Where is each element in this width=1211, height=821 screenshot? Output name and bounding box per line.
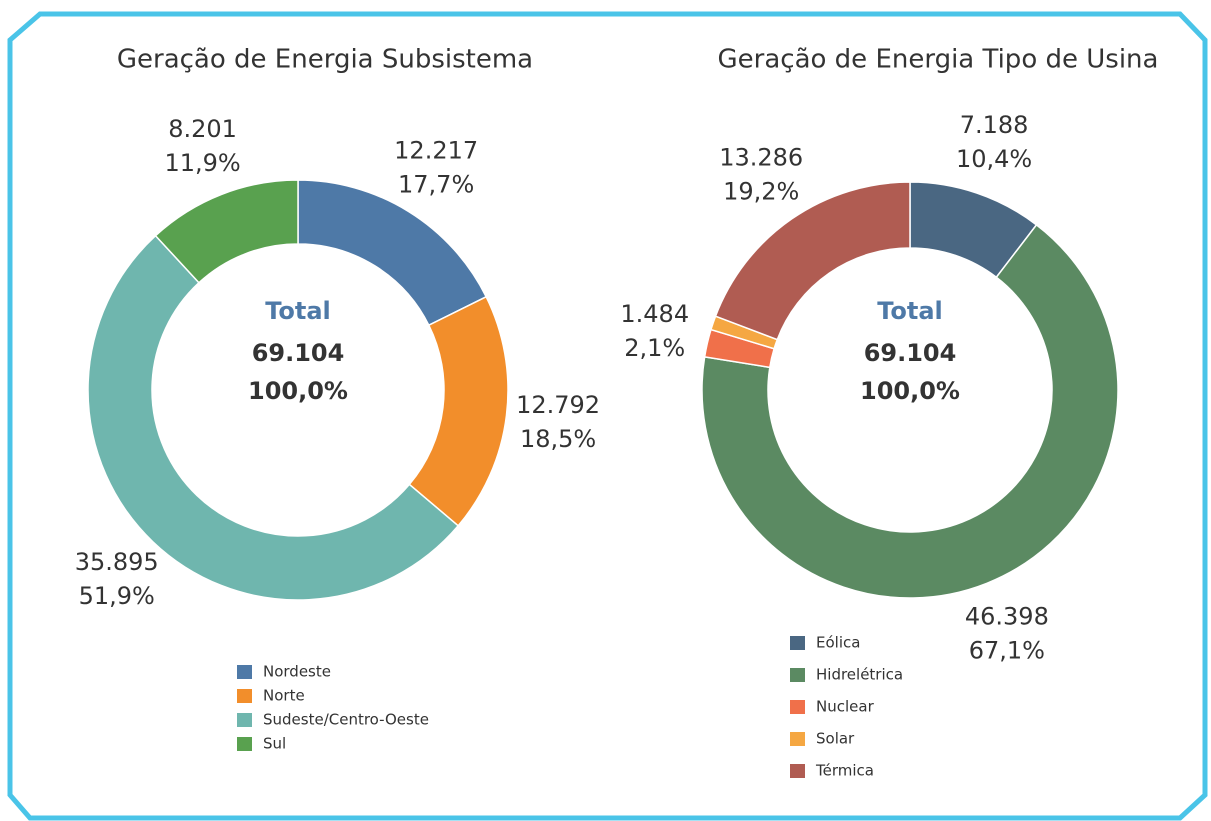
legend-swatch bbox=[790, 764, 805, 778]
legend-swatch bbox=[237, 665, 252, 679]
slice bbox=[714, 181, 911, 341]
value-label: 8.201 bbox=[168, 115, 237, 143]
value-label: 7.188 bbox=[960, 111, 1029, 139]
percent-label: 10,4% bbox=[956, 145, 1032, 173]
legend-label: Eólica bbox=[816, 634, 860, 652]
legend-label: Nuclear bbox=[816, 698, 875, 716]
legend-label: Sudeste/Centro-Oeste bbox=[263, 711, 429, 729]
center-percent: 100,0% bbox=[248, 377, 348, 405]
value-label: 13.286 bbox=[719, 143, 803, 171]
value-label: 12.792 bbox=[516, 391, 600, 419]
legend-label: Solar bbox=[816, 730, 855, 748]
percent-label: 18,5% bbox=[520, 425, 596, 453]
center-title: Total bbox=[265, 297, 331, 325]
legend-swatch bbox=[237, 737, 252, 751]
legend-swatch bbox=[790, 636, 805, 650]
legend-label: Térmica bbox=[815, 762, 874, 780]
legend-swatch bbox=[237, 689, 252, 703]
chart-title: Geração de Energia Tipo de Usina bbox=[718, 45, 1159, 75]
value-label: 35.895 bbox=[75, 548, 159, 576]
legend-swatch bbox=[790, 668, 805, 682]
legend-swatch bbox=[790, 700, 805, 714]
percent-label: 19,2% bbox=[723, 177, 799, 205]
center-total: 69.104 bbox=[864, 339, 957, 367]
legend-label: Sul bbox=[263, 735, 286, 753]
value-label: 1.484 bbox=[620, 300, 689, 328]
center-title: Total bbox=[877, 297, 943, 325]
center-percent: 100,0% bbox=[860, 377, 960, 405]
slice bbox=[701, 223, 1119, 599]
percent-label: 51,9% bbox=[79, 582, 155, 610]
legend-swatch bbox=[237, 713, 252, 727]
legend-label: Hidrelétrica bbox=[816, 666, 903, 684]
percent-label: 17,7% bbox=[398, 170, 474, 198]
percent-label: 2,1% bbox=[624, 334, 685, 362]
slice bbox=[154, 179, 299, 284]
legend-swatch bbox=[790, 732, 805, 746]
value-label: 46.398 bbox=[965, 602, 1049, 630]
frame bbox=[7, 11, 1208, 821]
legend-label: Nordeste bbox=[263, 663, 331, 681]
slice bbox=[87, 234, 460, 601]
value-label: 12.217 bbox=[394, 136, 478, 164]
percent-label: 11,9% bbox=[164, 149, 240, 177]
legend-label: Norte bbox=[263, 687, 305, 705]
chart-title: Geração de Energia Subsistema bbox=[117, 45, 533, 75]
center-total: 69.104 bbox=[252, 339, 345, 367]
percent-label: 67,1% bbox=[969, 636, 1045, 664]
slice bbox=[408, 295, 509, 527]
